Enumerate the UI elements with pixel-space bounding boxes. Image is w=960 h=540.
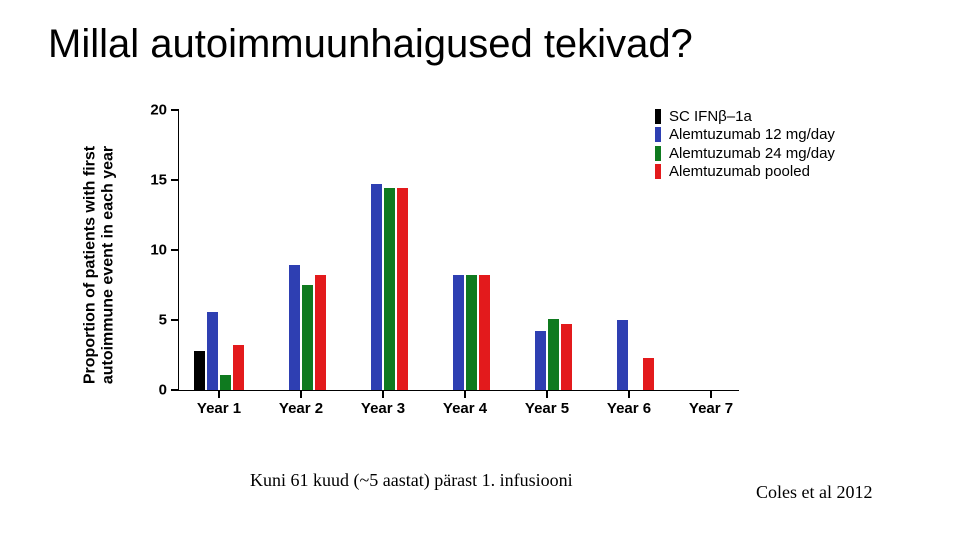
bar xyxy=(479,275,490,390)
y-tick-label: 15 xyxy=(150,172,167,189)
bar xyxy=(220,375,231,390)
bar xyxy=(233,345,244,390)
bar xyxy=(643,358,654,390)
legend-swatch xyxy=(655,164,661,179)
citation: Coles et al 2012 xyxy=(756,482,872,503)
y-tick xyxy=(171,109,179,111)
bar xyxy=(548,319,559,390)
bar xyxy=(453,275,464,390)
legend-label: Alemtuzumab 24 mg/day xyxy=(669,145,835,162)
page-title: Millal autoimmuunhaigused tekivad? xyxy=(48,22,693,67)
legend-item: Alemtuzumab 24 mg/day xyxy=(655,145,835,162)
bar xyxy=(302,285,313,390)
legend-item: Alemtuzumab 12 mg/day xyxy=(655,126,835,143)
bar xyxy=(466,275,477,390)
bar xyxy=(617,320,628,390)
legend-label: SC IFNβ–1a xyxy=(669,108,752,125)
x-tick xyxy=(218,390,220,398)
bar xyxy=(397,188,408,390)
caption: Kuni 61 kuud (~5 aastat) pärast 1. infus… xyxy=(250,470,573,491)
legend-swatch xyxy=(655,146,661,161)
bar xyxy=(315,275,326,390)
legend: SC IFNβ–1aAlemtuzumab 12 mg/day Alemtuzum… xyxy=(655,108,835,181)
x-tick xyxy=(382,390,384,398)
bar xyxy=(207,312,218,390)
bar xyxy=(384,188,395,390)
y-tick xyxy=(171,249,179,251)
bar xyxy=(194,351,205,390)
y-tick-label: 20 xyxy=(150,102,167,119)
x-tick xyxy=(546,390,548,398)
bar xyxy=(561,324,572,390)
y-tick xyxy=(171,389,179,391)
y-axis-label: Proportion of patients with first autoim… xyxy=(82,146,119,384)
bar xyxy=(371,184,382,390)
x-tick xyxy=(464,390,466,398)
bar xyxy=(289,265,300,390)
y-tick xyxy=(171,319,179,321)
y-tick-label: 5 xyxy=(159,312,167,329)
legend-swatch xyxy=(655,127,661,142)
legend-swatch xyxy=(655,109,661,124)
legend-label: Alemtuzumab pooled xyxy=(669,163,810,180)
x-tick xyxy=(300,390,302,398)
x-tick xyxy=(710,390,712,398)
x-tick-label: Year 7 xyxy=(689,400,733,417)
legend-item: Alemtuzumab pooled xyxy=(655,163,835,180)
slide: Millal autoimmuunhaigused tekivad? Propo… xyxy=(0,0,960,540)
x-tick-label: Year 5 xyxy=(525,400,569,417)
x-tick xyxy=(628,390,630,398)
y-tick-label: 0 xyxy=(159,382,167,399)
x-tick-label: Year 2 xyxy=(279,400,323,417)
x-tick-label: Year 6 xyxy=(607,400,651,417)
y-tick xyxy=(171,179,179,181)
x-tick-label: Year 3 xyxy=(361,400,405,417)
x-tick-label: Year 4 xyxy=(443,400,487,417)
y-tick-label: 10 xyxy=(150,242,167,259)
legend-label: Alemtuzumab 12 mg/day xyxy=(669,126,835,143)
legend-item: SC IFNβ–1a xyxy=(655,108,835,125)
bar xyxy=(535,331,546,390)
x-tick-label: Year 1 xyxy=(197,400,241,417)
